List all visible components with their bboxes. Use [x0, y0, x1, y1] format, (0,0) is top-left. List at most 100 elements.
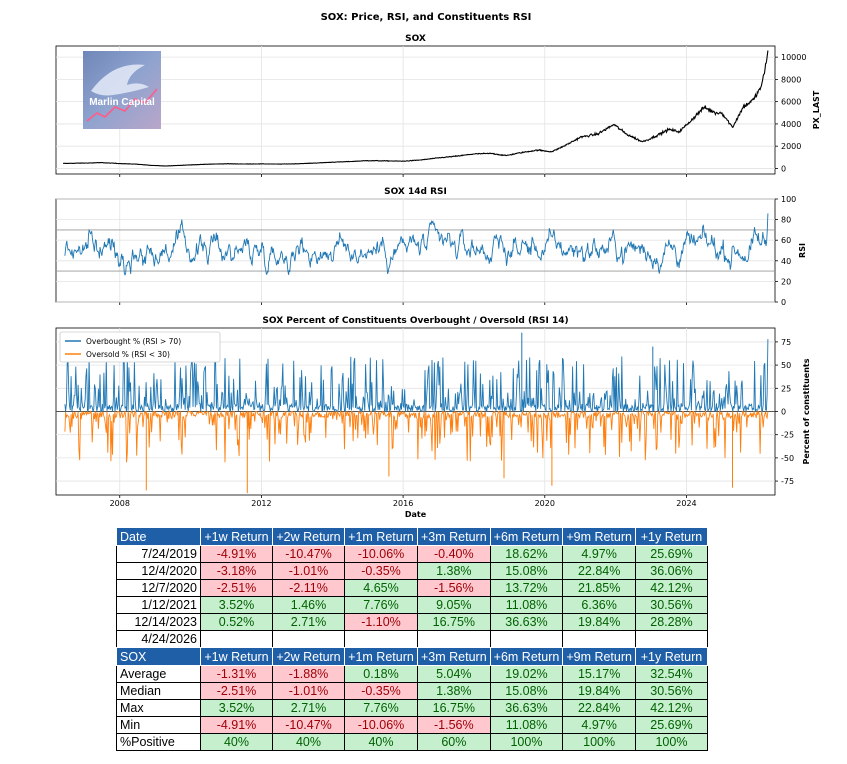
y-tick-label: 100: [781, 195, 796, 204]
y-tick-label: -25: [781, 431, 794, 440]
column-header: +1y Return: [634, 647, 708, 666]
table-cell: 1.38%: [417, 562, 491, 580]
y-tick-label: 20: [781, 277, 791, 286]
table-cell: 19.84%: [562, 613, 636, 631]
table-cell: 25.69%: [634, 716, 708, 734]
y-tick-label: 80: [781, 216, 791, 225]
y-tick-label: 10000: [781, 53, 806, 62]
column-header: +6m Return: [489, 647, 564, 666]
chart-title: SOX 14d RSI: [384, 187, 447, 197]
table-row: Average -1.31% -1.88% 0.18% 5.04% 19.02% 15.17…: [116, 665, 708, 683]
legend: Overbought % (RSI > 70) Oversold % (RSI <…: [59, 331, 221, 363]
table-cell: 3.52%: [200, 596, 273, 614]
table-cell: [344, 630, 418, 648]
table-cell: 15.08%: [489, 562, 564, 580]
overbought-line: [64, 339, 769, 414]
column-header: +9m Return: [562, 527, 636, 546]
column-header: +1y Return: [634, 527, 708, 546]
figure-title: SOX: Price, RSI, and Constituents RSI: [321, 12, 532, 23]
column-header: +2w Return: [272, 527, 345, 546]
price-chart: 0 2000 4000 6000 8000 10000 SOX PX_LAST: [55, 34, 821, 177]
table-cell: -10.06%: [344, 545, 418, 563]
table-row: 12/7/2020 -2.51% -2.11% 4.65% -1.56% 13.72% 21…: [116, 579, 708, 597]
table-cell: 7.76%: [344, 699, 418, 717]
row-label: 12/14/2023: [116, 613, 201, 631]
table-cell: -1.31%: [200, 665, 273, 683]
table-cell: 60%: [417, 733, 491, 751]
table-cell: 22.84%: [562, 562, 636, 580]
table-cell: [562, 630, 636, 648]
returns-table: Date +1w Return +2w Return +1m Return +3m Re…: [116, 527, 708, 648]
y-tick-label: 0: [781, 298, 786, 307]
charts-figure: SOX: Price, RSI, and Constituents RSI 0 2…: [55, 12, 821, 519]
stats-table: SOX +1w Return +2w Return +1m Return +3m Ret…: [116, 647, 708, 751]
row-label: 4/24/2026: [116, 630, 201, 648]
row-label: 12/4/2020: [116, 562, 201, 580]
table-cell: -1.01%: [272, 682, 345, 700]
table-cell: 15.08%: [489, 682, 564, 700]
column-header: +1w Return: [200, 527, 273, 546]
table-cell: 32.54%: [634, 665, 708, 683]
column-header: +6m Return: [489, 527, 564, 546]
table-row: %Positive 40% 40% 40% 60% 100% 100% 100%: [116, 733, 708, 751]
table-cell: 15.17%: [562, 665, 636, 683]
table-cell: 11.08%: [489, 716, 564, 734]
oversold-line: [64, 409, 769, 463]
y-tick-label: 6000: [781, 98, 801, 107]
table-cell: 42.12%: [634, 699, 708, 717]
table-cell: 16.75%: [417, 613, 491, 631]
table-cell: 16.75%: [417, 699, 491, 717]
table-cell: 2.71%: [272, 699, 345, 717]
column-header: +9m Return: [562, 647, 636, 666]
table-cell: 28.28%: [634, 613, 708, 631]
table-cell: [634, 630, 708, 648]
table-cell: -3.18%: [200, 562, 273, 580]
table-cell: 40%: [272, 733, 345, 751]
y-axis-label: RSI: [798, 243, 807, 258]
legend-label: Overbought % (RSI > 70): [86, 337, 181, 346]
table-row: 12/14/2023 0.52% 2.71% -1.10% 16.75% 36.63% 19…: [116, 613, 708, 631]
rsi-chart: 0 20 40 60 80 100 SOX 14d RSI RSI: [55, 187, 807, 307]
table-cell: 4.97%: [562, 716, 636, 734]
table-cell: 40%: [200, 733, 273, 751]
table-cell: -10.06%: [344, 716, 418, 734]
x-tick-label: 2012: [251, 499, 271, 508]
legend-box: [59, 331, 221, 363]
table-cell: 1.46%: [272, 596, 345, 614]
table-cell: 11.08%: [489, 596, 564, 614]
table-cell: 3.52%: [200, 699, 273, 717]
table-cell: 19.02%: [489, 665, 564, 683]
table-cell: 36.63%: [489, 699, 564, 717]
table-cell: 100%: [562, 733, 636, 751]
x-tick-label: 2020: [535, 499, 555, 508]
table-cell: 0.18%: [344, 665, 418, 683]
table-cell: -1.01%: [272, 562, 345, 580]
plot-frame: [55, 45, 776, 175]
table-cell: 4.65%: [344, 579, 418, 597]
y-tick-label: 60: [781, 236, 791, 245]
table-cell: -2.51%: [200, 682, 273, 700]
row-label: Min: [116, 716, 201, 734]
y-tick-label: 4000: [781, 120, 801, 129]
row-label: Median: [116, 682, 201, 700]
x-tick-label: 2008: [110, 499, 130, 508]
chart-title: SOX: [405, 34, 426, 44]
legend-label: Oversold % (RSI < 30): [86, 350, 170, 359]
column-header: SOX: [116, 647, 201, 666]
y-tick-label: 0: [781, 408, 786, 417]
table-cell: -10.47%: [272, 716, 345, 734]
table-cell: 30.56%: [634, 596, 708, 614]
y-tick-label: -50: [781, 454, 794, 463]
table-cell: -1.56%: [417, 579, 491, 597]
table-cell: [489, 630, 564, 648]
table-cell: -4.91%: [200, 545, 273, 563]
table-cell: -10.47%: [272, 545, 345, 563]
row-label: %Positive: [116, 733, 201, 751]
x-tick-label: 2016: [393, 499, 413, 508]
column-header: +1m Return: [344, 527, 418, 546]
price-line: [63, 50, 769, 167]
table-cell: -1.56%: [417, 716, 491, 734]
table-cell: 100%: [634, 733, 708, 751]
chart-title: SOX Percent of Constituents Overbought /…: [262, 316, 568, 326]
table-row: Median -2.51% -1.01% -0.35% 1.38% 15.08% 19.84…: [116, 682, 708, 700]
